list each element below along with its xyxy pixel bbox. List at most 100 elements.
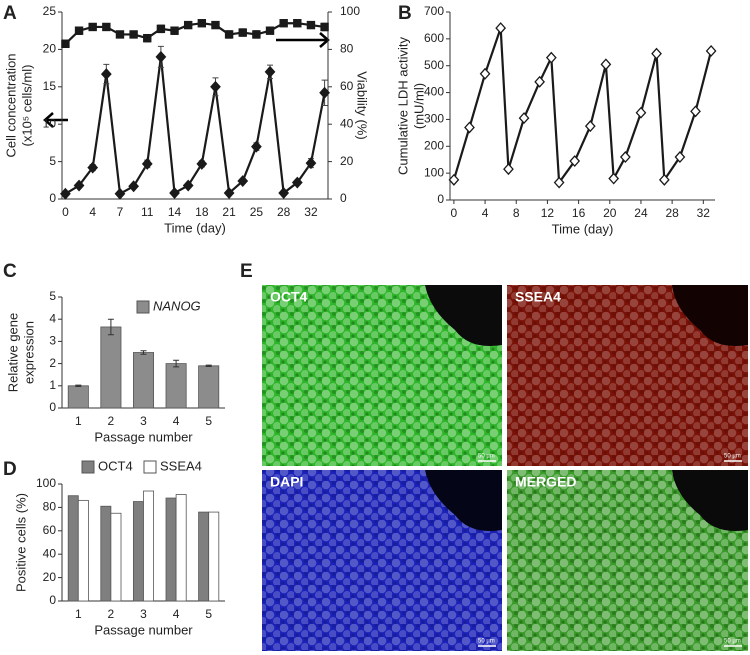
marker [319,86,330,99]
arrow-right [276,32,330,48]
marker [569,155,581,168]
legend-label: NANOG [153,298,201,313]
y-tick-label: 20 [43,42,57,56]
bar [100,505,112,602]
y-tick-label: 700 [424,4,444,18]
y-tick-label: 100 [424,165,444,179]
marker [306,20,316,30]
dark-region [672,285,748,346]
marker [651,47,662,60]
y2-tick-label: 80 [340,42,354,56]
marker [238,28,247,37]
y-tick-label: 500 [424,58,444,72]
marker [169,187,180,199]
x-tick-label: 14 [168,205,182,219]
x-tick-label: 8 [513,206,520,220]
marker [658,173,670,186]
dark-region [425,470,502,531]
bar [175,494,187,602]
y-tick-label: 200 [424,138,444,152]
panel-letter: C [3,261,17,282]
image-label: OCT4 [270,289,308,305]
y-tick-label: 80 [43,500,57,514]
marker [264,65,276,78]
marker [115,30,125,39]
marker [635,106,647,119]
marker [182,179,194,192]
marker [100,68,112,81]
y2-tick-label: 0 [340,191,347,205]
marker [553,176,565,189]
image-label: SSEA4 [515,289,561,305]
marker [74,26,84,35]
error-bar [75,384,82,387]
y2-axis-title: Viability (%) [355,71,370,139]
marker [608,172,620,185]
y2-tick-label: 40 [340,116,354,130]
y2-tick-label: 20 [340,154,354,168]
panel-letter: E [240,261,253,282]
error-bar [107,318,114,336]
marker [518,112,530,125]
y-tick-label: 25 [43,4,57,18]
scale-bar-label: 50 µm [724,639,741,645]
x-axis-title: Time (day) [164,220,226,235]
x-tick-label: 21 [222,205,236,219]
marker [251,140,262,153]
y-tick-label: 3 [49,334,56,348]
bar [165,497,177,602]
scale-bar-label: 50 µm [478,454,495,460]
x-tick-label: 20 [603,206,617,220]
marker [170,26,179,35]
marker [141,157,153,170]
marker [690,105,701,118]
bar [198,365,220,409]
y-axis-title: Relative gene [5,313,20,393]
marker [448,173,460,186]
legend-label: OCT4 [98,458,133,473]
arrow-left [43,112,68,128]
marker [278,187,290,199]
x-tick-label: 5 [205,414,212,428]
x-tick-label: 3 [140,414,147,428]
marker [534,75,546,88]
y-tick-label: 400 [424,85,444,99]
panel-letter: D [3,459,17,480]
x-tick-label: 4 [482,206,489,220]
y-tick-label: 4 [49,311,56,325]
legend-swatch [81,460,95,474]
x-tick-label: 4 [89,205,96,219]
y-axis-title: (x10⁵ cells/ml) [19,65,34,147]
marker [60,187,71,200]
marker [503,163,514,176]
image-label: DAPI [270,474,303,490]
y-tick-label: 2 [49,356,56,370]
marker [88,22,97,32]
y-tick-label: 1 [49,378,56,392]
y-tick-label: 10 [43,116,57,130]
marker [279,19,288,28]
x-tick-label: 4 [173,607,180,621]
marker [674,151,686,164]
x-tick-label: 32 [304,205,318,219]
x-tick-label: 25 [250,205,264,219]
microscopy-panel: E OCT4 SSEA4 DAPI MERGED 50 µm 50 µm 50 … [240,261,748,651]
bar [165,363,187,409]
bar [67,385,89,409]
x-tick-label: 12 [541,206,555,220]
x-tick-label: 18 [195,205,209,219]
y2-tick-label: 100 [340,4,360,18]
error-bar [140,350,147,355]
marker [73,179,85,192]
y-tick-label: 0 [49,593,56,607]
error-bar [173,359,180,368]
x-tick-label: 5 [205,607,212,621]
x-tick-label: 4 [173,414,180,428]
y2-tick-label: 60 [340,79,354,93]
marker [196,157,208,170]
y-axis-title: Positive cells (%) [13,493,28,592]
y-tick-label: 100 [36,476,56,490]
marker [265,26,275,35]
y-tick-label: 5 [49,289,56,303]
panel-letter: B [398,3,412,24]
